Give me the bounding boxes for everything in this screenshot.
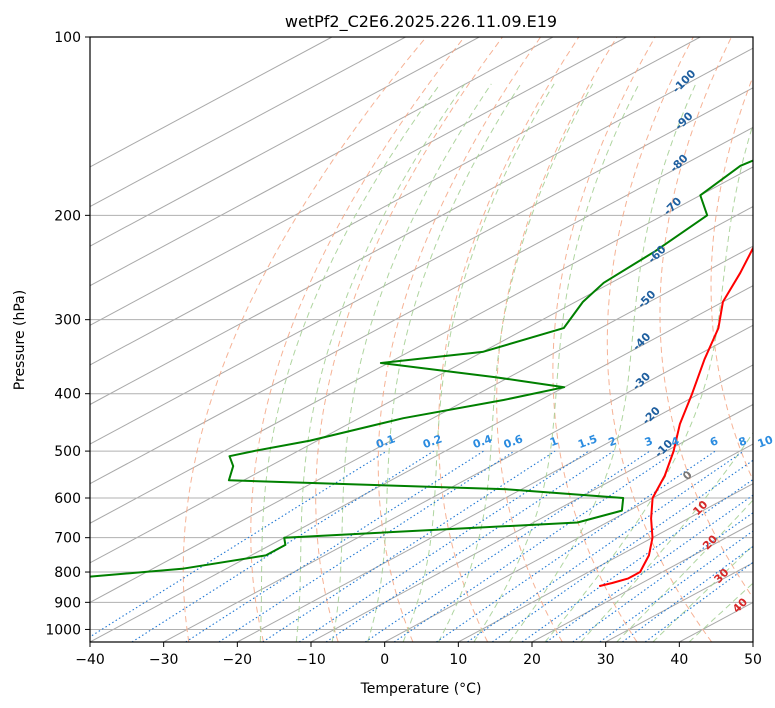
mixing-ratio-label: 10 bbox=[756, 433, 775, 451]
mixing-ratio-line bbox=[185, 450, 484, 642]
moist-adiabat-line bbox=[688, 582, 753, 642]
isotherm-line bbox=[90, 37, 333, 168]
y-tick-label: 200 bbox=[54, 208, 81, 224]
dry-adiabat-line bbox=[552, 37, 656, 642]
mixing-ratio-label: 0.4 bbox=[471, 432, 494, 451]
plot-frame bbox=[89, 36, 754, 643]
temperature-line bbox=[598, 246, 753, 588]
isotherm-line bbox=[90, 37, 480, 247]
isotherm-line bbox=[531, 522, 753, 642]
isotherm-line bbox=[90, 37, 701, 366]
mixing-ratio-line bbox=[491, 459, 753, 642]
mixing-ratio-line bbox=[467, 450, 745, 642]
moist-adiabat-line bbox=[295, 83, 466, 642]
moist-adiabat-line bbox=[402, 83, 555, 642]
x-tick-label: 40 bbox=[670, 652, 688, 668]
x-tick-label: 50 bbox=[744, 652, 762, 668]
moist-adiabat-line bbox=[331, 83, 492, 642]
sounding-series bbox=[90, 159, 753, 588]
isotherm-line bbox=[90, 47, 753, 406]
isotherm-line bbox=[90, 37, 406, 208]
moist-adiabat-line bbox=[544, 122, 753, 642]
y-tick-label: 1000 bbox=[45, 622, 81, 638]
chart-title: wetPf2_C2E6.2025.226.11.09.E19 bbox=[285, 12, 557, 32]
isotherm-line bbox=[458, 483, 753, 642]
axes: −40 −30 −20 −10 0 10 20 30 40 5010020030040050060… bbox=[45, 30, 762, 668]
isotherm-line bbox=[90, 245, 753, 603]
mixing-ratio-line bbox=[572, 512, 753, 642]
mixing-ratio-label: 3 bbox=[643, 434, 655, 449]
dry-adiabat-line bbox=[250, 37, 465, 642]
x-tick-label: −20 bbox=[223, 652, 253, 668]
dry-adiabat-line bbox=[606, 37, 713, 642]
mixing-ratio-label: 1 bbox=[548, 434, 560, 449]
x-tick-label: −30 bbox=[149, 652, 179, 668]
isotherm-line bbox=[384, 443, 753, 642]
mixing-ratio-label: 2 bbox=[607, 434, 619, 449]
y-tick-label: 400 bbox=[54, 387, 81, 403]
mixing-ratio-line bbox=[325, 450, 614, 642]
mixing-ratio-line bbox=[599, 530, 753, 642]
mixing-ratio-label: 6 bbox=[708, 434, 720, 449]
y-axis-label: Pressure (hPa) bbox=[12, 290, 28, 390]
y-tick-label: 300 bbox=[54, 313, 81, 329]
mixing-ratio-line bbox=[622, 545, 753, 642]
mixing-ratio-line bbox=[521, 478, 753, 642]
mixing-ratio-label: 0.6 bbox=[502, 432, 525, 451]
dry-adiabat-line bbox=[659, 37, 753, 599]
x-tick-label: 20 bbox=[523, 652, 541, 668]
isotherm-line bbox=[90, 87, 753, 445]
y-tick-label: 700 bbox=[54, 531, 81, 547]
isotherm-line bbox=[310, 403, 753, 642]
mixing-ratio-label: 0.2 bbox=[421, 432, 444, 451]
isotherm-line bbox=[90, 126, 753, 485]
dewpoint-line bbox=[90, 159, 753, 578]
moist-adiabat-line bbox=[509, 83, 697, 642]
x-tick-label: −10 bbox=[296, 652, 326, 668]
dry-adiabat-line bbox=[496, 37, 618, 642]
isotherm-line bbox=[90, 166, 753, 524]
isotherm-line bbox=[90, 37, 627, 326]
isotherm-line bbox=[90, 206, 753, 564]
y-tick-label: 900 bbox=[54, 595, 81, 611]
mixing-ratio-label: 8 bbox=[737, 434, 749, 449]
x-tick-label: 0 bbox=[380, 652, 389, 668]
dry-adiabat-line bbox=[377, 37, 542, 642]
mixing-ratio-label: 0.1 bbox=[374, 432, 397, 451]
isotherm-line bbox=[90, 285, 753, 642]
moist-adiabat-line bbox=[259, 83, 441, 642]
moist-adiabat-line bbox=[473, 83, 640, 642]
mixing-ratio-line bbox=[545, 494, 753, 642]
x-tick-label: −40 bbox=[75, 652, 105, 668]
y-tick-label: 600 bbox=[54, 491, 81, 507]
background-lines bbox=[90, 37, 753, 642]
mixing-ratio-label: 4 bbox=[669, 434, 681, 449]
mixing-ratio-label: 1.5 bbox=[576, 432, 599, 451]
isotherm-line bbox=[163, 324, 753, 642]
x-tick-label: 10 bbox=[449, 652, 467, 668]
x-axis-label: Temperature (°C) bbox=[360, 681, 482, 697]
moist-adiabat-line bbox=[438, 83, 594, 642]
y-tick-label: 800 bbox=[54, 565, 81, 581]
moist-adiabat-line bbox=[580, 431, 753, 642]
y-tick-label: 100 bbox=[54, 30, 81, 46]
mixing-ratio-line bbox=[436, 450, 716, 642]
x-tick-label: 30 bbox=[597, 652, 615, 668]
mixing-ratio-line bbox=[298, 450, 590, 642]
y-tick-label: 500 bbox=[54, 444, 81, 460]
isotherm-line bbox=[237, 364, 753, 642]
mixing-ratio-line bbox=[90, 450, 388, 638]
moist-adiabat-line bbox=[367, 83, 522, 642]
isotherm-line bbox=[90, 37, 554, 287]
dry-adiabat-line bbox=[182, 37, 427, 642]
dry-adiabat-line bbox=[710, 75, 753, 482]
